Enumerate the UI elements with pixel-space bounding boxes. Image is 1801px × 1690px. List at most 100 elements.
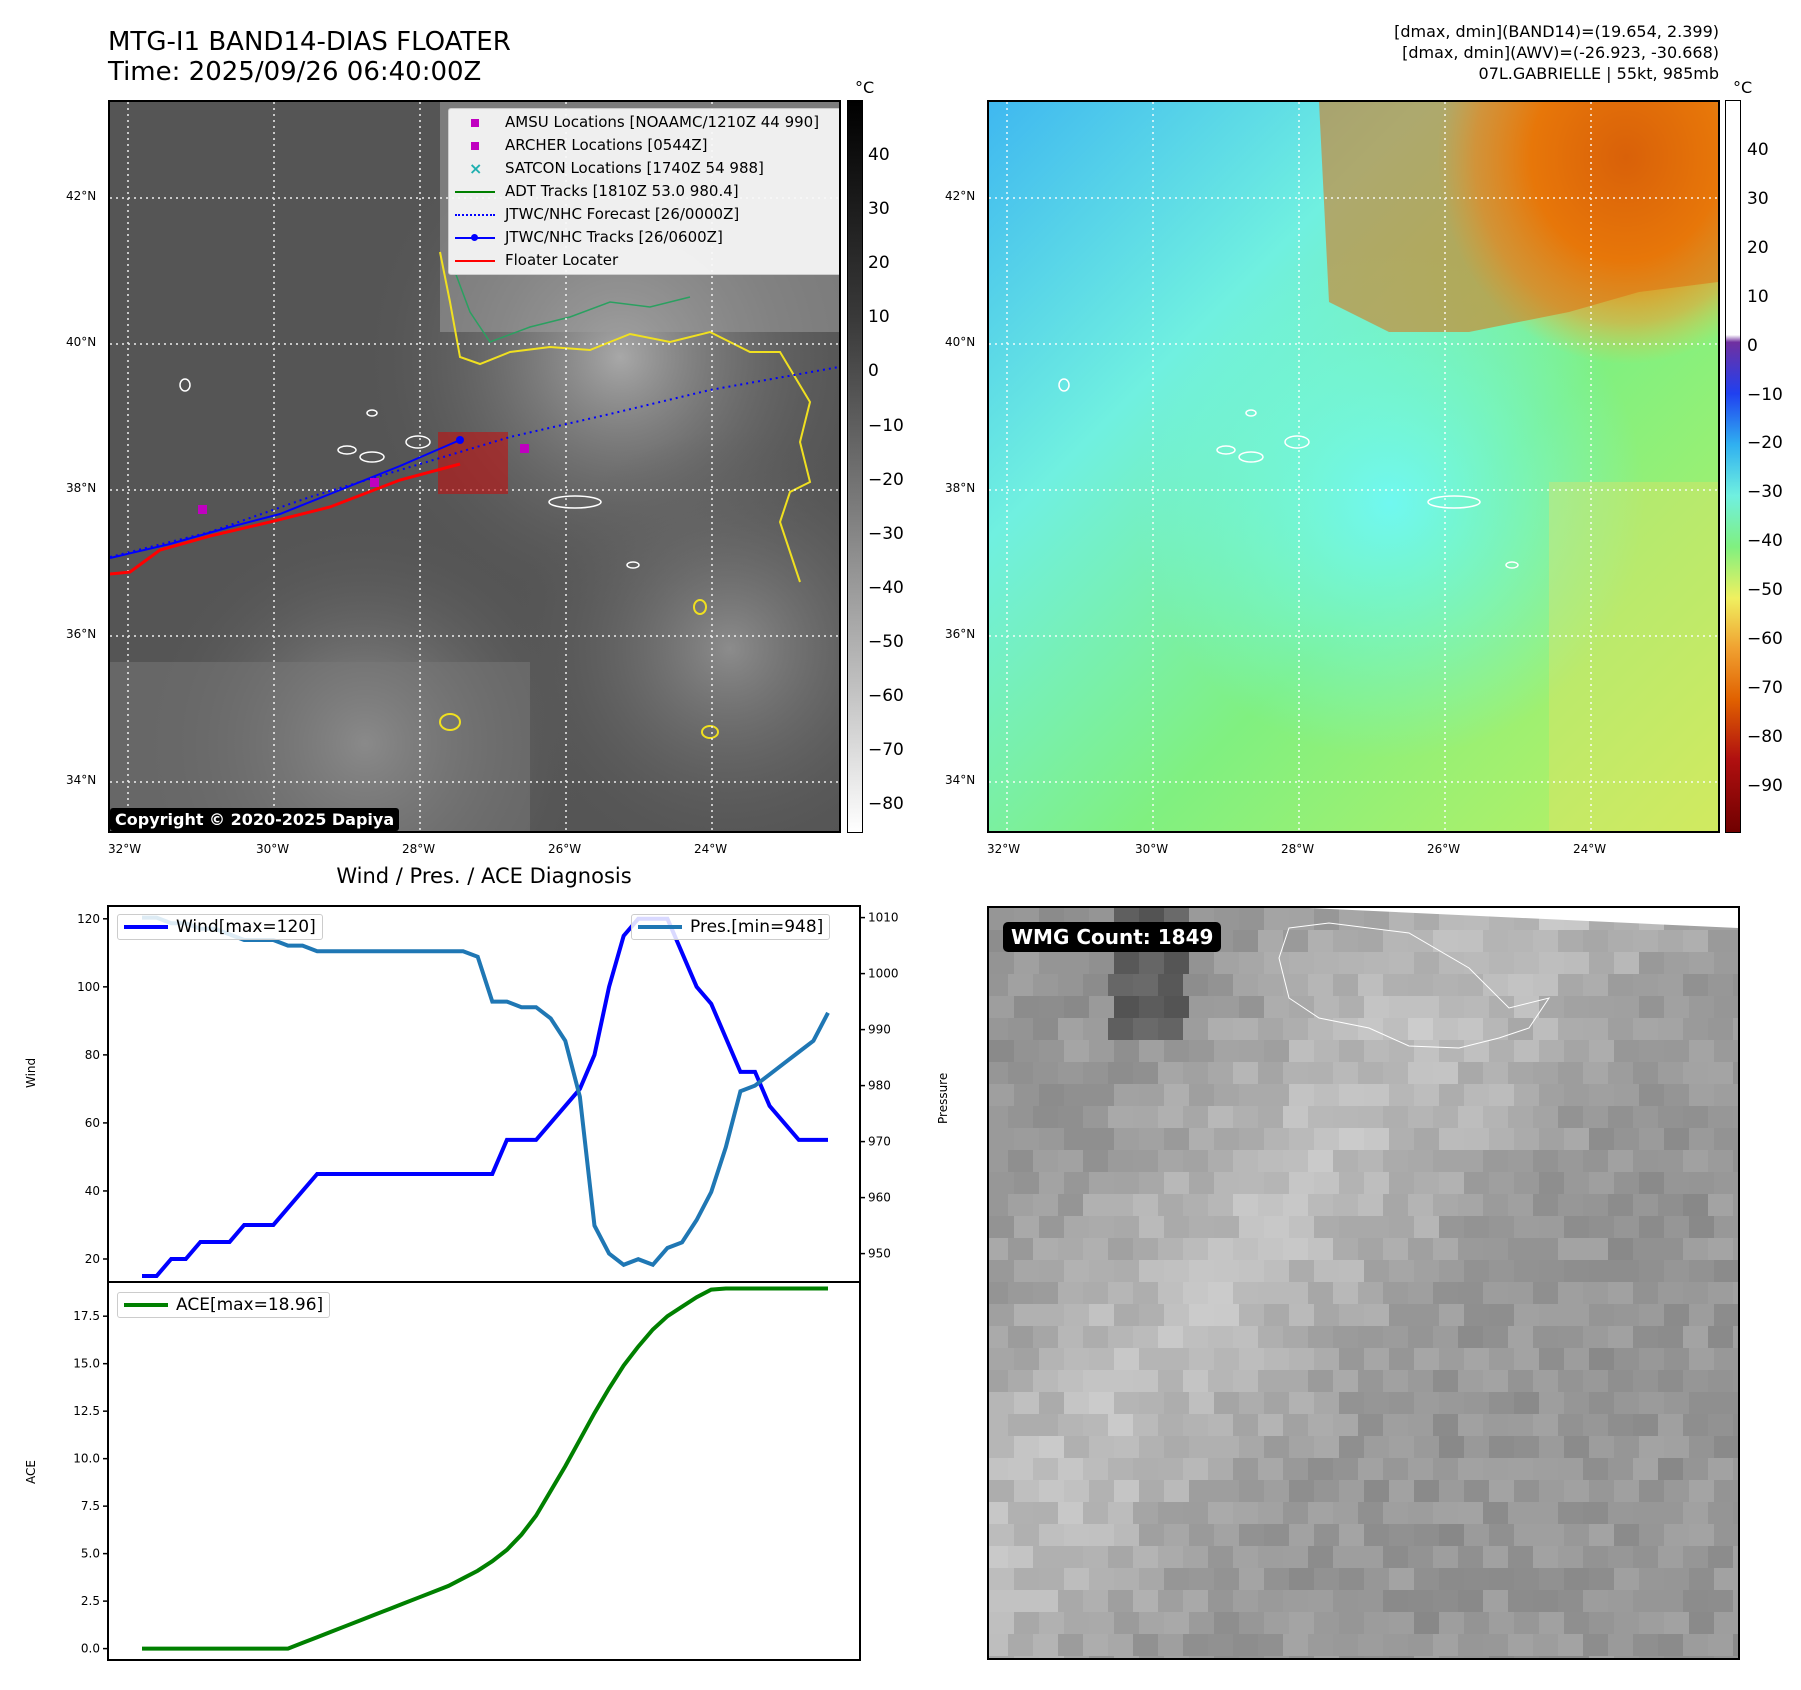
axis-tick-label: 990 (868, 1023, 891, 1037)
legend-label: ADT Tracks [1810Z 53.0 980.4] (505, 182, 739, 200)
axis-tick-label: 960 (868, 1191, 891, 1205)
chart-title: MTG-I1 BAND14-DIAS FLOATER (108, 27, 511, 57)
awv-colorbar (1725, 100, 1741, 833)
colorbar-tick-label: −20 (1747, 433, 1783, 454)
axis-tick-label: 2.5 (81, 1594, 100, 1608)
axis-tick-label: 17.5 (73, 1309, 100, 1323)
colorbar-tick-label: −80 (1747, 726, 1783, 747)
ace-series-line (142, 1286, 828, 1651)
lat-label: 34°N (66, 773, 97, 787)
axis-tick-label: 5.0 (81, 1547, 100, 1561)
colorbar-tick-label: −70 (1747, 677, 1783, 698)
colorbar-tick-label: −90 (1747, 775, 1783, 796)
legend-label: AMSU Locations [NOAAMC/1210Z 44 990] (505, 113, 820, 131)
jtwc-forecast-track (110, 366, 839, 558)
axis-tick-label: 10.0 (73, 1452, 100, 1466)
wind-axis-label: Wind (24, 1057, 38, 1088)
band14-range: [dmax, dmin](BAND14)=(19.654, 2.399) (1394, 22, 1719, 41)
colorbar-tick-label: 20 (868, 253, 890, 274)
lon-label: 24°W (1573, 842, 1607, 856)
colorbar-tick-label: 0 (1747, 335, 1758, 356)
axis-tick-label: 970 (868, 1135, 891, 1149)
axis-tick-label: 100 (77, 980, 100, 994)
colorbar-tick-label: −30 (1747, 482, 1783, 503)
colorbar-tick-label: 0 (868, 361, 879, 382)
wmg-canvas (989, 908, 1738, 1658)
lat-label: 38°N (945, 481, 976, 495)
colorbar-tick-label: −10 (868, 415, 904, 436)
pres-legend-label: Pres.[min=948] (690, 917, 824, 937)
colorbar-tick-label: 10 (1747, 286, 1769, 307)
lon-label: 26°W (1427, 842, 1461, 856)
wind-legend-swatch (124, 925, 168, 929)
colorbar-tick-label: −50 (868, 631, 904, 652)
awv-map-grid (989, 102, 1718, 831)
awv-map-panel (987, 100, 1720, 833)
lat-label: 36°N (66, 627, 97, 641)
map-legend-item: ADT Tracks [1810Z 53.0 980.4] (453, 180, 839, 203)
map-legend-item: Floater Locater (453, 249, 839, 272)
axis-tick-label: 980 (868, 1079, 891, 1093)
archer-marker (198, 505, 207, 514)
axis-tick-label: 120 (77, 912, 100, 926)
archer-marker (370, 478, 379, 487)
copyright-badge: Copyright © 2020-2025 Dapiya (110, 808, 400, 831)
lon-label: 28°W (402, 842, 436, 856)
grayscale-colorbar (847, 100, 863, 833)
colorbar-tick-label: −30 (868, 523, 904, 544)
awv-range: [dmax, dmin](AWV)=(-26.923, -30.668) (1402, 43, 1719, 62)
colorbar-tick-label: −70 (868, 740, 904, 761)
colorbar-unit: °C (1733, 78, 1753, 97)
lat-label: 40°N (66, 335, 97, 349)
colorbar-tick-label: −10 (1747, 384, 1783, 405)
ace-panel (107, 1281, 861, 1661)
lon-label: 32°W (987, 842, 1021, 856)
legend-swatch-icon (453, 254, 497, 268)
legend-swatch-icon (453, 208, 497, 222)
awv-map-canvas (989, 102, 1718, 831)
axis-tick-label: 20 (85, 1252, 100, 1266)
colorbar-tick-label: 20 (1747, 237, 1769, 258)
lon-label: 30°W (256, 842, 290, 856)
lon-label: 24°W (694, 842, 728, 856)
legend-label: ARCHER Locations [0544Z] (505, 136, 708, 154)
axis-tick-label: 12.5 (73, 1404, 100, 1418)
ace-legend-swatch (124, 1303, 168, 1307)
ace-legend-label: ACE[max=18.96] (176, 1295, 324, 1315)
legend-label: Floater Locater (505, 251, 619, 269)
colorbar-tick-label: 10 (868, 307, 890, 328)
chart-time: Time: 2025/09/26 06:40:00Z (108, 57, 482, 87)
ir-map-panel: AMSU Locations [NOAAMC/1210Z 44 990] ARCH… (108, 100, 841, 833)
pres-legend-swatch (638, 925, 682, 929)
map-legend-item: ARCHER Locations [0544Z] (453, 134, 839, 157)
colorbar-unit: °C (855, 78, 875, 97)
coast-contour (439, 251, 812, 583)
map-legend-item: × SATCON Locations [1740Z 54 988] (453, 157, 839, 180)
axis-tick-label: 60 (85, 1116, 100, 1130)
legend-label: JTWC/NHC Forecast [26/0000Z] (505, 205, 740, 223)
legend-swatch-icon (453, 139, 497, 153)
azores-islands (1058, 378, 1519, 569)
map-legend-item: JTWC/NHC Forecast [26/0000Z] (453, 203, 839, 226)
legend-swatch-icon: × (469, 158, 483, 178)
colorbar-tick-label: 30 (868, 199, 890, 220)
axis-tick-label: 40 (85, 1184, 100, 1198)
axis-tick-label: 1010 (868, 911, 899, 925)
axis-tick-label: 7.5 (81, 1499, 100, 1513)
wmg-count-badge: WMG Count: 1849 (1003, 922, 1222, 952)
colorbar-tick-label: 30 (1747, 188, 1769, 209)
colorbar-tick-label: −80 (868, 794, 904, 815)
lon-label: 26°W (548, 842, 582, 856)
diagnosis-chart: 120 100 80 60 40 20 1010 1000 990 980 970 960 950 17.… (73, 905, 899, 1661)
axis-tick-label: 80 (85, 1048, 100, 1062)
wind-legend: Wind[max=120] (117, 914, 323, 940)
wmg-panel: WMG Count: 1849 (987, 906, 1740, 1660)
wmg-coastline (1278, 922, 1551, 1049)
lat-label: 42°N (945, 189, 976, 203)
floater-track (110, 462, 461, 576)
ace-legend: ACE[max=18.96] (117, 1292, 331, 1318)
legend-swatch-icon (453, 185, 497, 199)
legend-swatch-icon (453, 116, 497, 130)
lat-label: 38°N (66, 481, 97, 495)
pressure-series-line (142, 915, 830, 1268)
